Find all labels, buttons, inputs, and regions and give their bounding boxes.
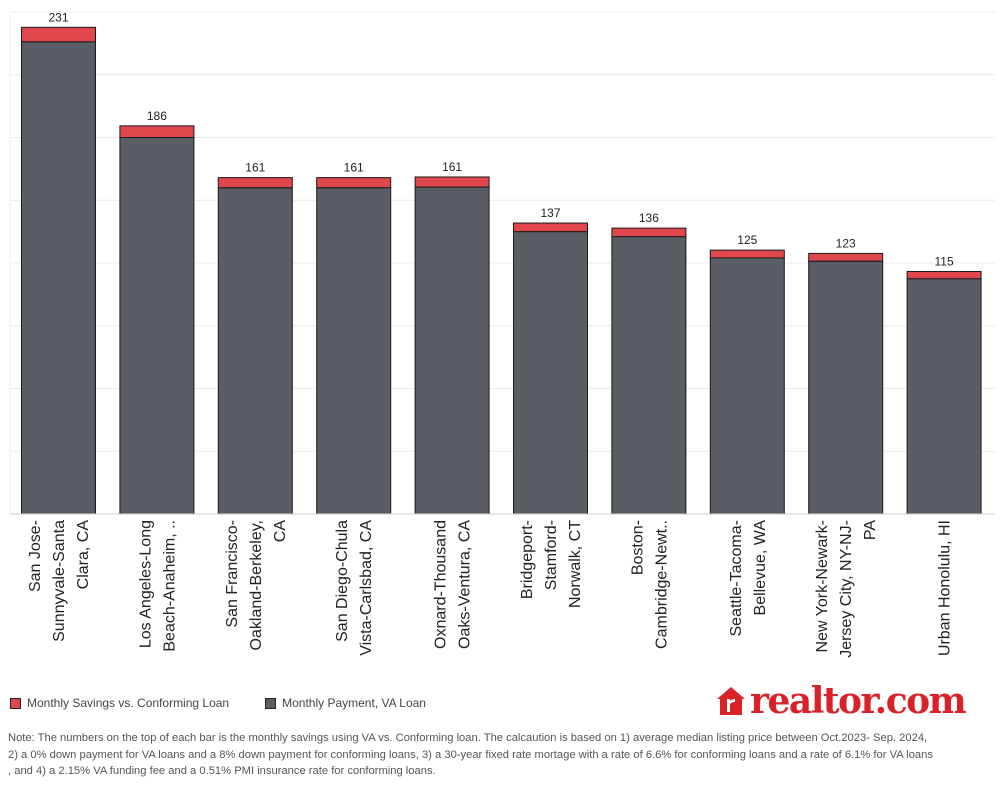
data-label: 161 (344, 161, 364, 175)
bar-savings (316, 177, 392, 189)
x-tick-text: Bridgeport- Stamford- Norwalk, CT (519, 520, 584, 608)
stacked-bar-chart: 231 San Jose- Sunnyvale-Santa Clara, CA 186 L… (9, 10, 995, 658)
x-tick-text: Urban Honolulu, HI (937, 520, 954, 656)
data-label: 123 (836, 236, 856, 250)
x-tick-line: Oaks-Ventura, CA (457, 520, 474, 649)
x-tick-line: Clara, CA (75, 520, 92, 590)
x-tick-line: Jersey City, NY-NJ- (838, 520, 855, 658)
legend-swatch-savings (10, 697, 21, 709)
x-tick-text: Seattle-Tacoma- Bellevue, WA (728, 520, 769, 637)
legend-item-savings[interactable]: Monthly Savings vs. Conforming Loan (10, 696, 229, 710)
x-tick-label: Oxnard-Thousand Oaks-Ventura, CA (433, 520, 474, 649)
x-tick-line: Los Angeles-Long (137, 520, 154, 648)
data-label: 115 (935, 254, 954, 268)
x-tick-line: Norwalk, CT (567, 520, 584, 608)
data-label: 136 (639, 211, 659, 225)
x-tick-line: Beach-Anaheim, .. (161, 520, 178, 652)
x-tick-line: San Diego-Chula (334, 520, 351, 642)
x-tick-text: Oxnard-Thousand Oaks-Ventura, CA (433, 520, 474, 649)
x-tick-label: San Francisco- Oakland-Berkeley, CA (224, 520, 289, 651)
x-tick-label: New York-Newark- Jersey City, NY-NJ- PA (814, 520, 879, 658)
bar-va-payment (906, 278, 982, 515)
data-label: 231 (48, 10, 68, 24)
x-tick-label: Los Angeles-Long Beach-Anaheim, .. (137, 520, 178, 652)
bar-va-payment (709, 257, 785, 515)
x-tick-line: Stamford- (543, 520, 560, 590)
bar-savings (513, 222, 588, 233)
x-tick-text: New York-Newark- Jersey City, NY-NJ- PA (814, 520, 879, 658)
legend: Monthly Savings vs. Conforming Loan Mont… (10, 694, 462, 712)
bar-savings (119, 125, 195, 138)
x-tick-label: San Diego-Chula Vista-Carlsbad, CA (334, 520, 375, 656)
house-r-icon (717, 687, 745, 715)
bar-savings (808, 252, 884, 262)
x-tick-line: PA (862, 520, 879, 540)
x-tick-line: Vista-Carlsbad, CA (358, 520, 375, 656)
x-tick-text: San Francisco- Oakland-Berkeley, CA (224, 520, 289, 651)
x-tick-line: Oxnard-Thousand (433, 520, 450, 649)
x-tick-label: Bridgeport- Stamford- Norwalk, CT (519, 520, 584, 608)
data-label: 125 (737, 233, 757, 247)
data-label: 186 (147, 109, 167, 123)
footnote: Note: The numbers on the top of each bar… (8, 732, 933, 777)
x-tick-label: Urban Honolulu, HI (937, 520, 954, 656)
data-label: 161 (245, 161, 265, 175)
legend-swatch-payment (265, 697, 277, 709)
legend-label-savings: Monthly Savings vs. Conforming Loan (27, 696, 230, 710)
bar-va-payment (217, 187, 293, 515)
x-tick-line: CA (272, 520, 289, 543)
x-tick-line: New York-Newark- (814, 520, 831, 652)
logo-text: realtor.com (750, 680, 967, 722)
x-tick-line: San Francisco- (224, 520, 241, 628)
x-tick-label: San Jose- Sunnyvale-Santa Clara, CA (27, 520, 92, 642)
bar-savings (414, 176, 490, 188)
bar-savings (611, 227, 687, 238)
bar-va-payment (119, 137, 195, 515)
x-tick-text: Boston- Cambridge-Newt.. (629, 520, 670, 649)
x-tick-line: Bridgeport- (519, 520, 536, 599)
bar-savings (709, 249, 785, 259)
x-tick-line: Sunnyvale-Santa (51, 520, 68, 642)
bar-savings (21, 26, 96, 43)
x-tick-label: Seattle-Tacoma- Bellevue, WA (728, 520, 769, 637)
bar-savings (906, 270, 982, 280)
x-tick-line: Oakland-Berkeley, (248, 520, 265, 650)
legend-label-payment: Monthly Payment, VA Loan (282, 696, 426, 710)
x-tick-line: Urban Honolulu, HI (937, 520, 954, 656)
x-tick-line: Boston- (629, 520, 646, 575)
x-tick-text: San Jose- Sunnyvale-Santa Clara, CA (27, 520, 92, 642)
realtor-logo: realtor.com (716, 678, 967, 724)
bar-va-payment (21, 41, 96, 515)
x-tick-text: San Diego-Chula Vista-Carlsbad, CA (334, 520, 375, 656)
x-tick-line: San Jose- (27, 520, 44, 592)
bar-va-payment (808, 260, 884, 515)
x-tick-line: Cambridge-Newt.. (653, 520, 670, 649)
x-tick-line: Seattle-Tacoma- (728, 520, 745, 637)
bar-va-payment (611, 236, 687, 515)
legend-item-payment[interactable]: Monthly Payment, VA Loan (265, 696, 426, 710)
bar-savings (217, 177, 293, 189)
x-tick-text: Los Angeles-Long Beach-Anaheim, .. (137, 520, 178, 652)
bar-va-payment (414, 186, 490, 515)
bar-va-payment (316, 187, 392, 515)
data-label: 161 (442, 160, 462, 174)
bar-va-payment (513, 231, 588, 515)
x-tick-line: Bellevue, WA (752, 520, 769, 616)
x-tick-label: Boston- Cambridge-Newt.. (629, 520, 670, 649)
data-label: 137 (540, 206, 560, 220)
